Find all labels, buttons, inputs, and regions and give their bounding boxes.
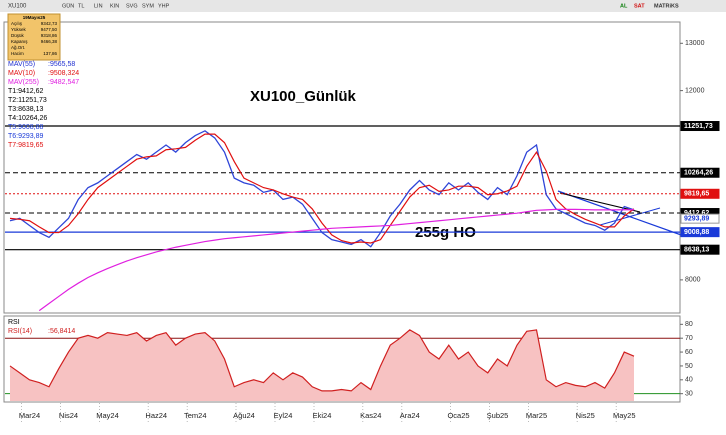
legend-name: MAV(55) — [8, 61, 35, 68]
rsi-title: RSI — [8, 319, 20, 326]
series-line — [9, 329, 635, 392]
x-tick-label: Tem24 — [184, 411, 207, 420]
y-tick-label: 13000 — [685, 40, 705, 47]
y-tick-label: 60 — [685, 349, 693, 356]
toolbar-button: SYM — [142, 3, 154, 9]
series-line — [9, 133, 635, 244]
x-tick-label: Eyl24 — [274, 411, 293, 420]
legend-text: T6:9293,89 — [8, 133, 44, 140]
toolbar-button: LIN — [94, 3, 103, 9]
legend-value: :9482,547 — [48, 79, 79, 86]
info-text: Açılış — [11, 21, 23, 26]
legend-text: T5:9008,88 — [8, 124, 44, 131]
legend-text: T7:9819,65 — [8, 142, 44, 149]
level-label: 8638,13 — [684, 247, 709, 254]
x-tick-label: Oca25 — [447, 411, 469, 420]
rsi-pane — [3, 315, 681, 403]
toolbar-button: SAT — [634, 3, 645, 9]
series-line-area — [10, 329, 634, 401]
info-text: Yüksek — [11, 27, 27, 32]
x-tick-label: Kas24 — [360, 411, 381, 420]
legend-text: T2:11251,73 — [8, 97, 47, 104]
x-tick-label: Haz24 — [145, 411, 167, 420]
info-date: 19Mayıs25 — [23, 15, 46, 20]
level-box — [680, 188, 720, 199]
info-text: 9466,38 — [41, 39, 58, 44]
legend-value: :56,8414 — [48, 328, 75, 335]
info-text: 9342,73 — [41, 21, 58, 26]
level-label: 11251,73 — [684, 123, 713, 130]
x-tick-label: May24 — [96, 411, 119, 420]
info-text: Kapanış — [11, 39, 28, 44]
legend-text: T1:9412,62 — [8, 88, 44, 95]
level-box — [680, 167, 720, 178]
legend-value: :9565,58 — [48, 61, 75, 68]
level-label: 9293,89 — [684, 215, 709, 222]
legend-text: T3:8638,13 — [8, 106, 44, 113]
toolbar-button: TL — [78, 3, 84, 9]
y-tick-label: 40 — [685, 377, 693, 384]
price-pane — [3, 21, 681, 314]
x-tick-label: Nis25 — [576, 411, 595, 420]
level-label: 9008,88 — [684, 229, 709, 236]
level-box — [680, 227, 720, 238]
x-tick-label: May25 — [613, 411, 636, 420]
toolbar-button: MATRiKS — [654, 3, 679, 9]
x-tick-label: Şub25 — [487, 411, 509, 420]
info-text: 9318,86 — [41, 33, 58, 38]
legend-name: MAV(255) — [8, 79, 39, 86]
toolbar-button: SVG — [126, 3, 138, 9]
level-label: 9412,62 — [684, 210, 709, 217]
legend-name: RSI(14) — [8, 328, 32, 335]
level-label: 10264,26 — [684, 170, 713, 177]
price-line — [9, 130, 635, 248]
toolbar-symbol: XU100 — [8, 4, 27, 10]
legend-text: T4:10264,26 — [8, 115, 47, 122]
info-text: Ağ.Ort. — [11, 45, 25, 50]
toolbar — [0, 0, 726, 12]
x-tick-label: Mar24 — [19, 411, 40, 420]
info-text: 137,86 — [43, 51, 57, 56]
y-tick-label: 70 — [685, 335, 693, 342]
toolbar-button: YHP — [158, 3, 170, 9]
toolbar-button: KIN — [110, 3, 119, 9]
legend-name: MAV(10) — [8, 70, 35, 77]
x-tick-label: Ara24 — [400, 411, 420, 420]
info-text: Düşük — [11, 33, 25, 38]
x-tick-label: Eki24 — [313, 411, 332, 420]
info-box — [7, 13, 61, 61]
trend-line — [559, 192, 641, 213]
legend-value: :9508,324 — [48, 70, 79, 77]
level-box — [680, 244, 720, 255]
x-tick-label: Ağu24 — [233, 411, 255, 420]
series-line — [38, 208, 634, 312]
info-text: 9477,50 — [41, 27, 58, 32]
y-tick-label: 12000 — [685, 87, 705, 94]
y-tick-label: 80 — [685, 321, 693, 328]
y-tick-label: 50 — [685, 363, 693, 370]
trend-line — [599, 207, 661, 226]
info-text: Hacim — [11, 51, 24, 56]
x-tick-label: Nis24 — [59, 411, 78, 420]
y-tick-label: 8000 — [685, 277, 701, 284]
x-tick-label: Mar25 — [526, 411, 547, 420]
chart-title: XU100_Günlük — [250, 88, 357, 105]
level-box — [680, 121, 720, 132]
level-box — [680, 213, 720, 224]
toolbar-button: AL — [620, 3, 628, 9]
toolbar-button: GÜN — [62, 2, 74, 9]
level-label: 9819,65 — [684, 191, 709, 198]
y-tick-label: 30 — [685, 391, 693, 398]
